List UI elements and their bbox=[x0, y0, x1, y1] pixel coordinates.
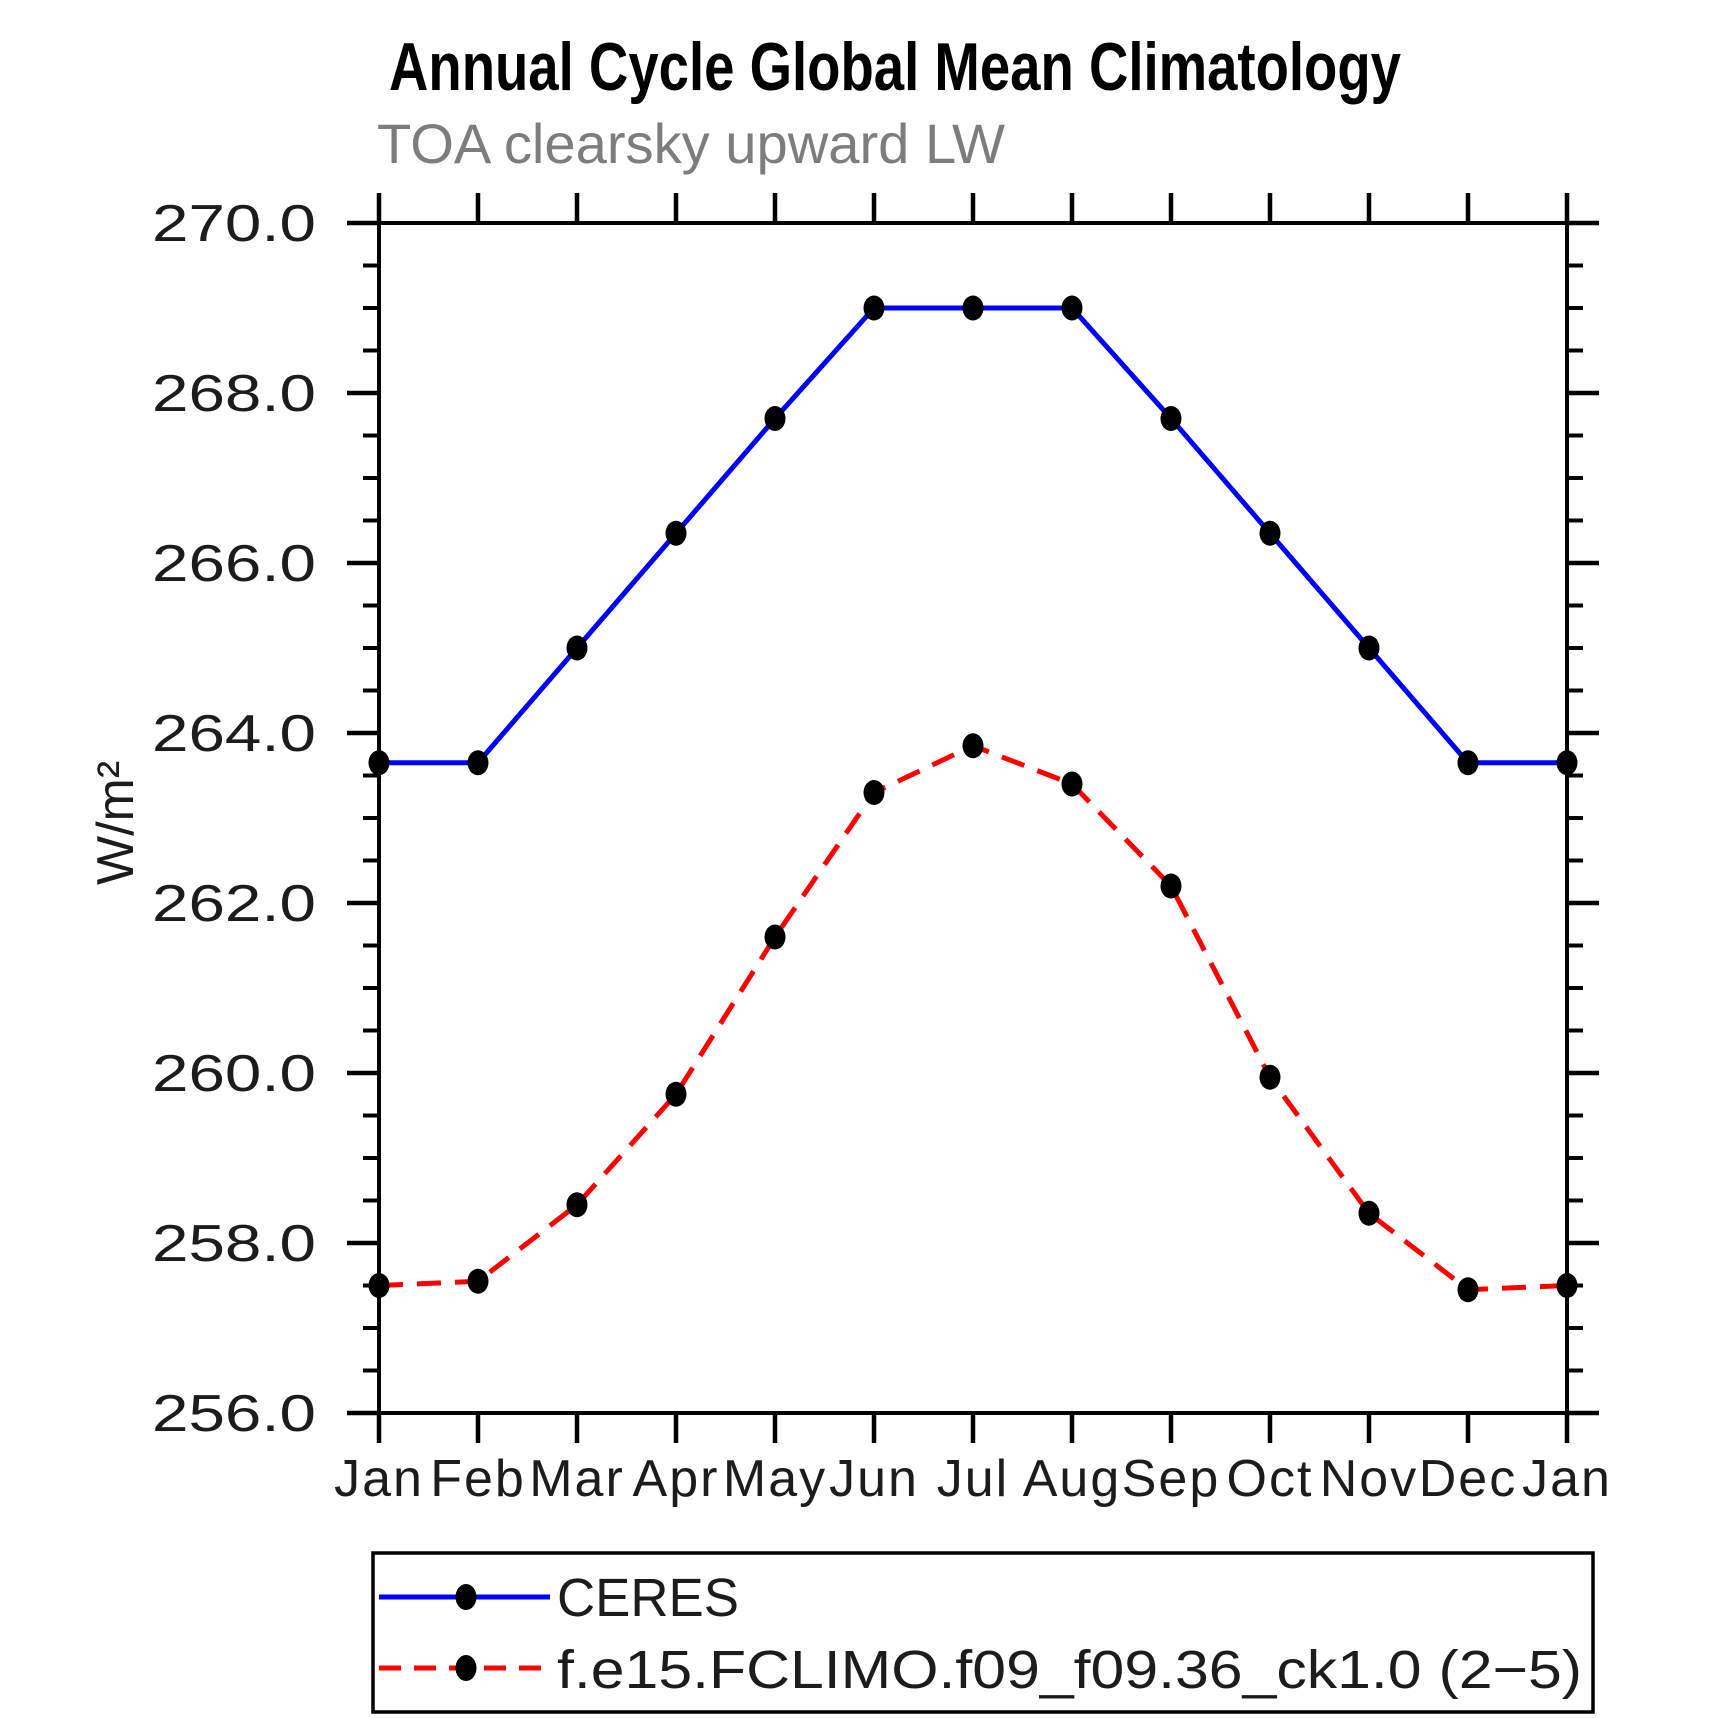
data-point-marker bbox=[764, 406, 786, 431]
month-label: Feb bbox=[430, 1450, 526, 1508]
data-point-marker bbox=[863, 780, 885, 805]
data-point-marker bbox=[1160, 873, 1182, 899]
series-line-model bbox=[378, 743, 1568, 1293]
data-point-marker bbox=[1259, 1064, 1281, 1090]
data-point-marker bbox=[1358, 635, 1380, 661]
axis-ticks bbox=[347, 193, 1599, 1443]
month-label: Aug bbox=[1023, 1450, 1122, 1508]
y-tick-label: 268.0 bbox=[152, 365, 316, 423]
legend-border bbox=[371, 1551, 1595, 1714]
data-point-marker bbox=[665, 1081, 687, 1107]
data-point-marker bbox=[962, 295, 984, 321]
y-tick-labels: 270.0 268.0 266.0 264.0 262.0 260.0 258.0 256.0 bbox=[152, 195, 316, 1443]
data-point-marker bbox=[1061, 295, 1083, 321]
legend-label-ceres: CERES bbox=[557, 1568, 739, 1628]
y-tick-label: 256.0 bbox=[152, 1385, 316, 1443]
month-label: Nov bbox=[1320, 1450, 1418, 1508]
chart-title: Annual Cycle Global Mean Climatology bbox=[389, 29, 1401, 105]
data-point-marker bbox=[1457, 750, 1479, 776]
data-point-marker bbox=[863, 295, 885, 321]
data-point-marker bbox=[665, 520, 687, 546]
y-axis-label: W/m² bbox=[87, 761, 145, 885]
plot-frame bbox=[377, 221, 1569, 1415]
y-tick-label: 262.0 bbox=[152, 875, 316, 933]
month-label: Jun bbox=[829, 1450, 919, 1508]
data-point-marker bbox=[962, 733, 984, 759]
legend-box: CERES f.e15.FCLIMO.f09_f09.36_ck1.0 (2−5… bbox=[371, 1551, 1595, 1714]
data-point-marker bbox=[1061, 771, 1083, 797]
month-label: Mar bbox=[529, 1450, 625, 1508]
chart-subtitle: TOA clearsky upward LW bbox=[377, 112, 1005, 175]
data-point-marker bbox=[1259, 520, 1281, 546]
data-point-marker bbox=[764, 924, 786, 950]
y-tick-label: 270.0 bbox=[152, 195, 316, 253]
y-tick-label: 260.0 bbox=[152, 1045, 316, 1103]
data-point-marker bbox=[1160, 406, 1182, 431]
data-series bbox=[368, 295, 1578, 1303]
month-label: Oct bbox=[1227, 1450, 1314, 1508]
month-label: Sep bbox=[1122, 1450, 1221, 1508]
data-point-marker bbox=[566, 635, 588, 661]
data-point-marker bbox=[566, 1192, 588, 1218]
data-point-marker bbox=[1358, 1200, 1380, 1226]
month-label: Jan bbox=[334, 1450, 424, 1508]
legend-marker-ceres-icon bbox=[455, 1584, 477, 1610]
legend-label-model: f.e15.FCLIMO.f09_f09.36_ck1.0 (2−5) bbox=[557, 1640, 1582, 1700]
month-label: Apr bbox=[633, 1450, 720, 1508]
x-tick-labels: Jan Feb Mar Apr May Jun Jul Aug Sep Oct Nov Dec Jan bbox=[334, 1450, 1612, 1508]
month-label: Jul bbox=[937, 1450, 1009, 1508]
month-label: Dec bbox=[1419, 1450, 1517, 1508]
legend-marker-model-icon bbox=[455, 1655, 477, 1681]
month-label: Jan bbox=[1522, 1450, 1612, 1508]
y-tick-label: 258.0 bbox=[152, 1215, 316, 1273]
month-label: May bbox=[723, 1450, 827, 1508]
y-tick-label: 264.0 bbox=[152, 705, 316, 763]
y-tick-label: 266.0 bbox=[152, 535, 316, 593]
data-point-marker bbox=[1457, 1277, 1479, 1303]
data-point-marker bbox=[467, 750, 489, 776]
series-line-ceres bbox=[379, 305, 1567, 766]
data-point-marker bbox=[467, 1268, 489, 1294]
